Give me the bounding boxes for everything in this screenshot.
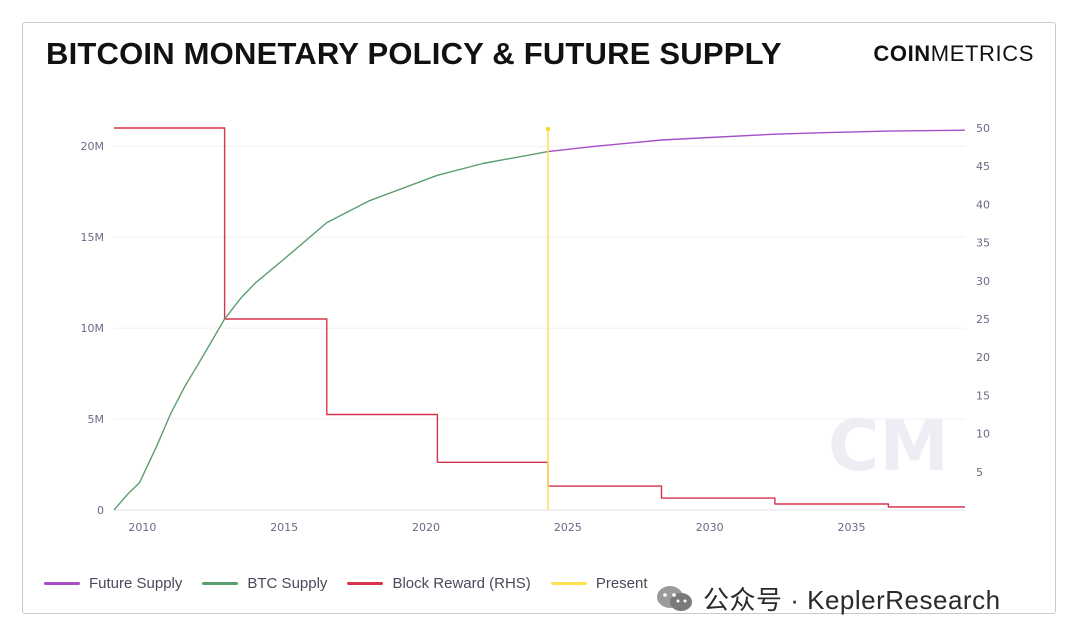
legend-item: BTC Supply xyxy=(202,575,327,592)
y-left-tick-label: 20M xyxy=(81,140,105,153)
legend-swatch xyxy=(44,582,80,585)
present-marker-cap xyxy=(545,126,551,132)
chart-title: BITCOIN MONETARY POLICY & FUTURE SUPPLY xyxy=(46,36,782,71)
legend-label: Present xyxy=(595,575,648,592)
chart-frame xyxy=(22,22,1056,614)
y-left-tick-label: 5M xyxy=(88,413,105,426)
y-right-tick-label: 40 xyxy=(976,198,990,211)
cm-watermark-logo: CM xyxy=(828,405,949,487)
cm-watermark-text: CM xyxy=(828,405,949,487)
future-supply-line xyxy=(547,129,966,153)
x-tick-label: 2015 xyxy=(270,521,298,534)
brand-logo-light: METRICS xyxy=(930,41,1034,66)
wechat-icon xyxy=(657,585,692,611)
y-right-tick-label: 30 xyxy=(976,275,990,288)
y-right-tick-label: 15 xyxy=(976,389,990,402)
y-right-tick-label: 35 xyxy=(976,237,990,250)
legend-label: BTC Supply xyxy=(247,575,328,592)
y-right-tick-label: 50 xyxy=(976,122,990,135)
x-tick-label: 2035 xyxy=(838,521,866,534)
legend-swatch xyxy=(202,582,239,585)
series-layer xyxy=(113,126,966,511)
y-left-tick-label: 15M xyxy=(81,231,105,244)
legend-label: Block Reward (RHS) xyxy=(392,575,531,592)
y-right-tick-label: 25 xyxy=(976,313,990,326)
y-left-tick-label: 10M xyxy=(81,322,105,335)
legend-item: Future Supply xyxy=(44,575,182,592)
watermark-text: 公众号 · KeplerResearch xyxy=(703,585,1001,615)
legend-item: Present xyxy=(550,575,648,592)
btc-supply-line xyxy=(113,150,549,511)
legend-item: Block Reward (RHS) xyxy=(347,575,531,592)
brand-logo-bold: COIN xyxy=(873,41,931,66)
x-tick-label: 2025 xyxy=(554,521,582,534)
x-tick-label: 2010 xyxy=(128,521,156,534)
y-right-tick-label: 5 xyxy=(976,466,983,479)
y-right-tick-label: 10 xyxy=(976,428,990,441)
x-tick-label: 2030 xyxy=(696,521,724,534)
legend-label: Future Supply xyxy=(89,575,183,592)
legend-swatch xyxy=(550,582,587,585)
brand-logo: COINMETRICS xyxy=(873,41,1034,67)
chart-legend: Future Supply BTC Supply Block Reward (RHS… xyxy=(44,575,668,592)
wechat-watermark: 公众号 · KeplerResearch xyxy=(655,580,1001,617)
legend-swatch xyxy=(347,582,384,585)
y-left-tick-label: 0 xyxy=(97,504,104,517)
y-right-tick-label: 45 xyxy=(976,160,990,173)
x-tick-label: 2020 xyxy=(412,521,440,534)
y-right-tick-label: 20 xyxy=(976,351,990,364)
